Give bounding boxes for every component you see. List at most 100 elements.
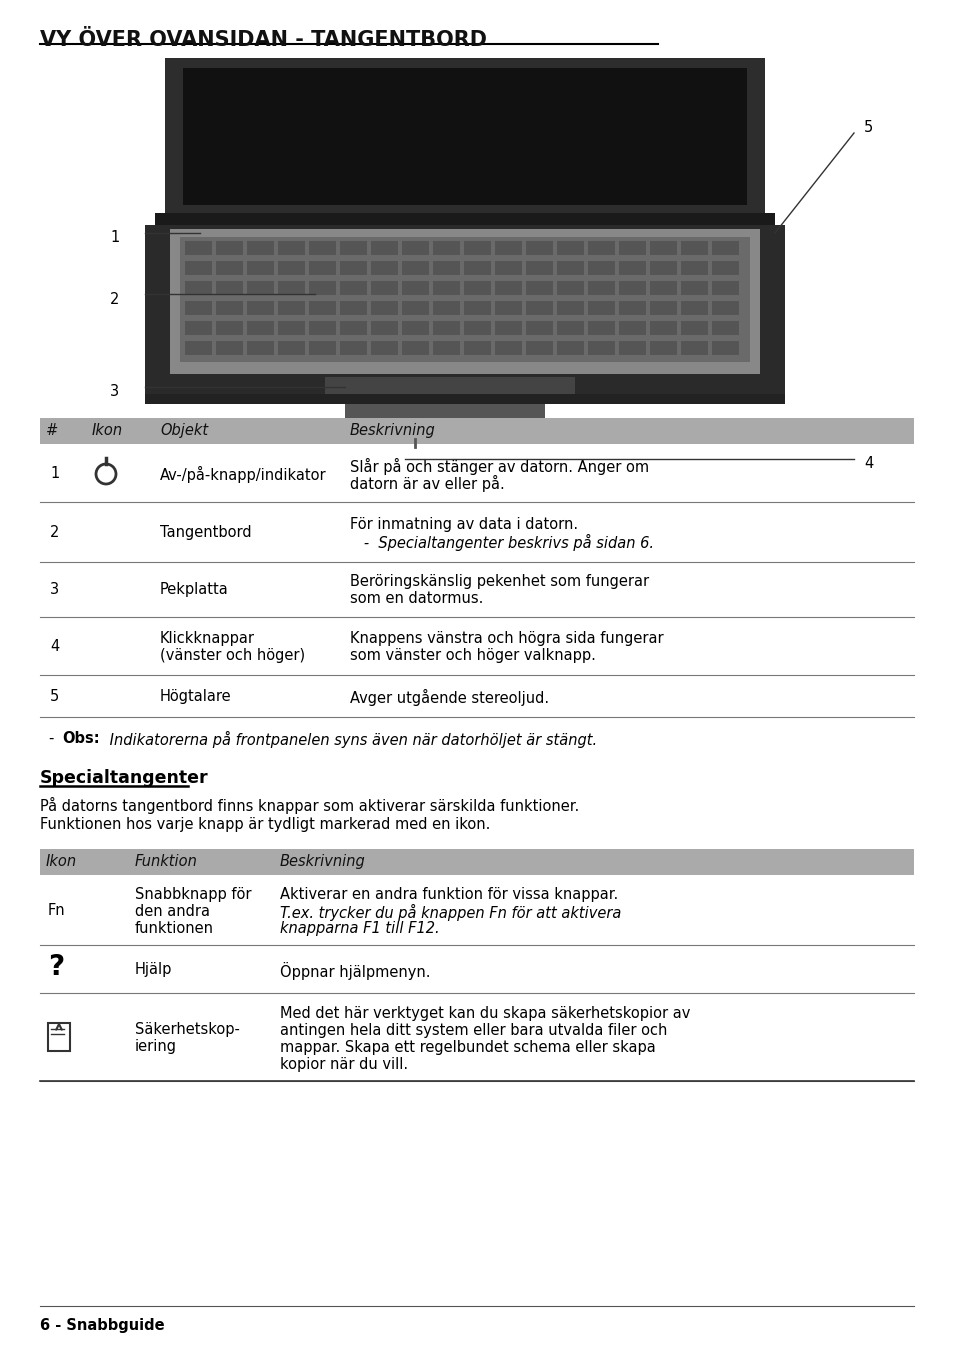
- Bar: [247, 281, 274, 295]
- Bar: [495, 320, 521, 335]
- Bar: [525, 341, 553, 356]
- Bar: [649, 261, 677, 274]
- Bar: [463, 241, 491, 256]
- Bar: [525, 241, 553, 256]
- Bar: [618, 241, 645, 256]
- Bar: [215, 281, 243, 295]
- Bar: [215, 301, 243, 315]
- Bar: [309, 241, 335, 256]
- Bar: [433, 320, 459, 335]
- Bar: [525, 281, 553, 295]
- Bar: [401, 301, 429, 315]
- Bar: [40, 418, 913, 443]
- Bar: [185, 241, 212, 256]
- Bar: [215, 320, 243, 335]
- Bar: [185, 281, 212, 295]
- Text: 3: 3: [110, 384, 119, 399]
- Bar: [711, 241, 739, 256]
- Bar: [371, 261, 397, 274]
- Text: datorn är av eller på.: datorn är av eller på.: [350, 475, 504, 492]
- Bar: [277, 261, 305, 274]
- Bar: [649, 341, 677, 356]
- Text: mappar. Skapa ett regelbundet schema eller skapa: mappar. Skapa ett regelbundet schema ell…: [280, 1040, 655, 1055]
- Bar: [371, 341, 397, 356]
- Text: Av-/på-knapp/indikator: Av-/på-knapp/indikator: [160, 466, 326, 483]
- Bar: [587, 320, 615, 335]
- Text: som en datormus.: som en datormus.: [350, 591, 483, 606]
- Bar: [215, 261, 243, 274]
- Text: Slår på och stänger av datorn. Anger om: Slår på och stänger av datorn. Anger om: [350, 458, 648, 475]
- Text: 1: 1: [110, 230, 119, 246]
- Text: iering: iering: [135, 1038, 177, 1055]
- Bar: [339, 261, 367, 274]
- Bar: [433, 341, 459, 356]
- Bar: [618, 301, 645, 315]
- Text: Ikon: Ikon: [46, 854, 77, 869]
- Bar: [495, 241, 521, 256]
- Bar: [371, 320, 397, 335]
- Bar: [185, 261, 212, 274]
- Text: Beröringskänslig pekenhet som fungerar: Beröringskänslig pekenhet som fungerar: [350, 575, 648, 589]
- Text: 2: 2: [50, 525, 59, 539]
- Text: Funktion: Funktion: [135, 854, 197, 869]
- Bar: [309, 301, 335, 315]
- Bar: [495, 301, 521, 315]
- Bar: [618, 341, 645, 356]
- Bar: [587, 341, 615, 356]
- Bar: [463, 301, 491, 315]
- Text: Hjälp: Hjälp: [135, 963, 172, 977]
- Bar: [587, 301, 615, 315]
- Text: 5: 5: [50, 690, 59, 704]
- Bar: [433, 241, 459, 256]
- Bar: [277, 241, 305, 256]
- Bar: [680, 301, 707, 315]
- Text: 4: 4: [50, 639, 59, 654]
- Bar: [433, 281, 459, 295]
- Bar: [525, 320, 553, 335]
- Bar: [185, 301, 212, 315]
- Bar: [525, 301, 553, 315]
- Bar: [557, 241, 583, 256]
- Bar: [401, 320, 429, 335]
- Bar: [339, 241, 367, 256]
- Bar: [711, 341, 739, 356]
- Text: Pekplatta: Pekplatta: [160, 581, 229, 598]
- Text: Beskrivning: Beskrivning: [350, 423, 436, 438]
- Bar: [247, 261, 274, 274]
- Bar: [463, 281, 491, 295]
- Bar: [495, 341, 521, 356]
- Text: antingen hela ditt system eller bara utvalda filer och: antingen hela ditt system eller bara utv…: [280, 1023, 667, 1038]
- Bar: [618, 320, 645, 335]
- Bar: [463, 320, 491, 335]
- Bar: [711, 320, 739, 335]
- Text: Knappens vänstra och högra sida fungerar: Knappens vänstra och högra sida fungerar: [350, 631, 663, 646]
- Bar: [495, 261, 521, 274]
- Bar: [711, 261, 739, 274]
- Text: ?: ?: [48, 953, 64, 982]
- Bar: [680, 320, 707, 335]
- Text: Snabbknapp för: Snabbknapp för: [135, 887, 252, 902]
- Bar: [309, 281, 335, 295]
- Text: T.ex. trycker du på knappen Fn för att aktivera: T.ex. trycker du på knappen Fn för att a…: [280, 904, 620, 921]
- Text: 4: 4: [863, 457, 872, 472]
- Bar: [557, 261, 583, 274]
- Bar: [525, 261, 553, 274]
- Bar: [463, 341, 491, 356]
- Bar: [339, 341, 367, 356]
- Bar: [309, 341, 335, 356]
- Bar: [277, 320, 305, 335]
- Bar: [309, 261, 335, 274]
- Text: kopior när du vill.: kopior när du vill.: [280, 1057, 408, 1072]
- Bar: [339, 281, 367, 295]
- Text: Säkerhetskop-: Säkerhetskop-: [135, 1022, 239, 1037]
- Text: (vänster och höger): (vänster och höger): [160, 648, 305, 662]
- Bar: [401, 241, 429, 256]
- Bar: [247, 301, 274, 315]
- Text: Funktionen hos varje knapp är tydligt markerad med en ikon.: Funktionen hos varje knapp är tydligt ma…: [40, 817, 490, 831]
- Bar: [649, 301, 677, 315]
- Bar: [325, 377, 575, 397]
- Text: den andra: den andra: [135, 904, 210, 919]
- Bar: [680, 341, 707, 356]
- Bar: [711, 301, 739, 315]
- Text: 6 - Snabbguide: 6 - Snabbguide: [40, 1318, 165, 1333]
